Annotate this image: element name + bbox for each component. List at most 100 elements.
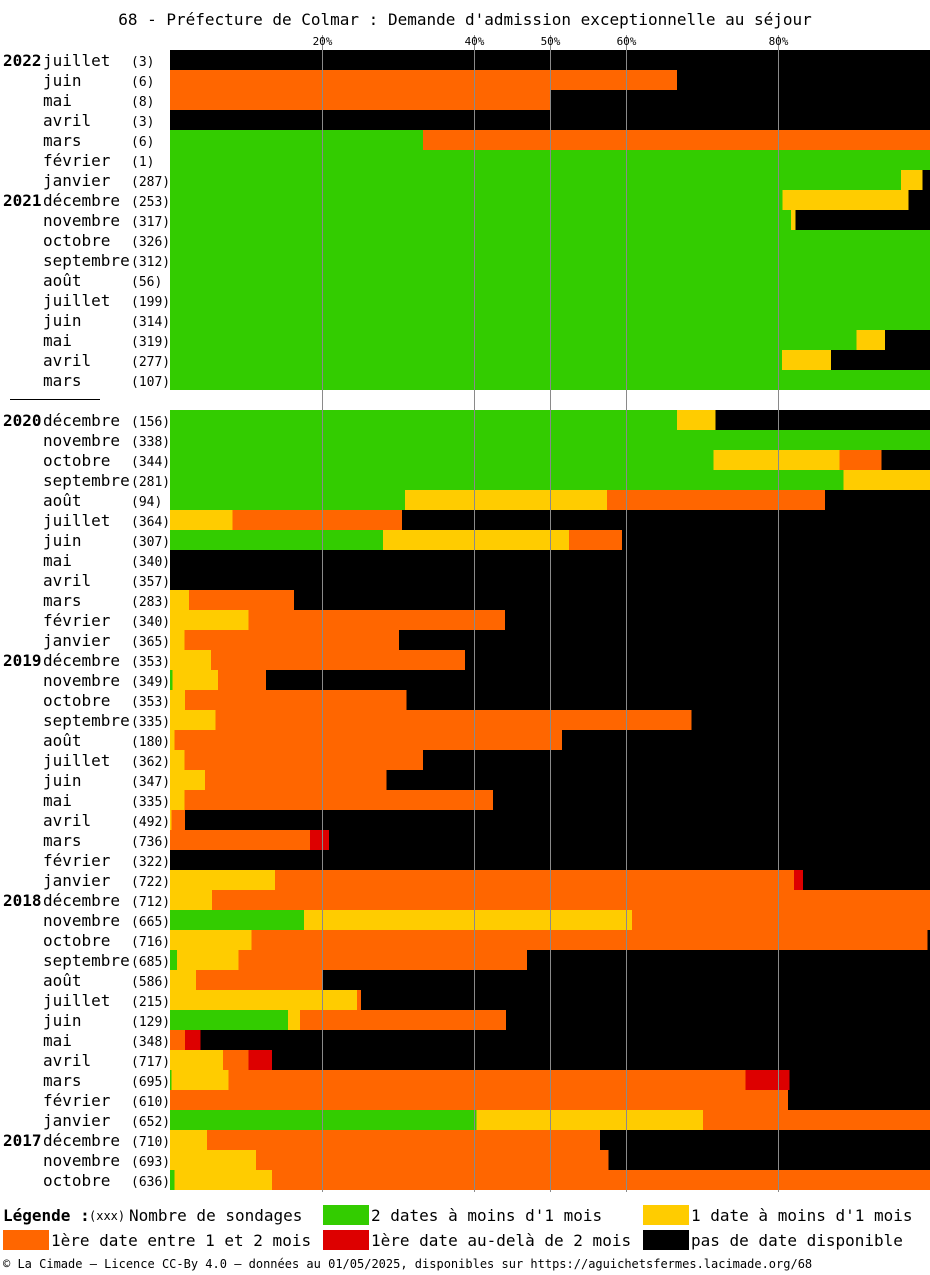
- month-label: janvier: [43, 1111, 111, 1130]
- bar-segment-yellow: [170, 770, 205, 790]
- bar-segment-yellow: [303, 910, 633, 930]
- count-label: (736): [131, 835, 170, 850]
- month-label: avril: [43, 351, 91, 370]
- bar-segment-green: [170, 1010, 288, 1030]
- bar-segment-yellow: [170, 870, 275, 890]
- bar-segment-green: [170, 470, 844, 490]
- bar-segment-black: [622, 530, 930, 550]
- bar-segment-black: [881, 450, 930, 470]
- bar-segment-black: [401, 510, 930, 530]
- bar-segment-green: [170, 130, 424, 150]
- month-label: juillet: [43, 51, 110, 70]
- bar-segment-yellow: [170, 930, 252, 950]
- count-label: (362): [131, 755, 170, 770]
- bar-segment-orange: [569, 530, 623, 550]
- count-label: (353): [131, 695, 170, 710]
- month-label: octobre: [43, 231, 110, 250]
- count-label: (319): [131, 335, 170, 350]
- month-label: février: [43, 611, 111, 630]
- month-label: novembre: [43, 211, 120, 230]
- bar-segment-black: [908, 190, 930, 210]
- legend-label-red: 1ère date au-delà de 2 mois: [371, 1231, 632, 1250]
- bar-segment-orange: [274, 870, 794, 890]
- count-label: (716): [131, 935, 170, 950]
- bar-segment-green: [170, 350, 782, 370]
- month-label: mai: [43, 331, 72, 350]
- bar-segment-black: [550, 90, 930, 110]
- bar-segment-yellow: [782, 190, 909, 210]
- count-label: (253): [131, 195, 170, 210]
- month-label: mars: [43, 591, 82, 610]
- row-labels-group: 2022 juillet (3)juin (6)mai (8)avril (3)mars(…: [3, 51, 170, 1190]
- bar-segment-orange: [215, 710, 692, 730]
- month-label: juillet: [43, 511, 110, 530]
- bar-segment-orange: [228, 1070, 746, 1090]
- bar-segment-orange: [223, 1050, 249, 1070]
- month-label: octobre: [43, 931, 110, 950]
- count-label: (636): [131, 1175, 170, 1190]
- month-label: novembre: [43, 911, 120, 930]
- count-label: (283): [131, 595, 170, 610]
- bar-segment-yellow: [476, 1110, 703, 1130]
- count-label: (348): [131, 1035, 170, 1050]
- bar-segment-orange: [632, 910, 930, 930]
- x-tick-label: 80%: [769, 35, 789, 48]
- bar-segment-black: [423, 750, 930, 770]
- bar-segment-yellow: [843, 470, 930, 490]
- year-label: 2020: [3, 411, 42, 430]
- count-label: (312): [131, 255, 170, 270]
- count-label: (695): [131, 1075, 170, 1090]
- bar-segment-black: [505, 1010, 930, 1030]
- month-label: décembre: [43, 891, 120, 910]
- month-label: juin: [43, 71, 82, 90]
- year-label: 2021: [3, 191, 42, 210]
- bar-segment-black: [795, 210, 930, 230]
- bar-segment-black: [789, 1070, 930, 1090]
- count-label: (317): [131, 215, 170, 230]
- count-label: (357): [131, 575, 170, 590]
- month-label: février: [43, 851, 111, 870]
- bar-segment-yellow: [170, 690, 186, 710]
- x-ticks-group: 20% 40% 50% 60% 80%: [313, 35, 789, 48]
- bar-segment-orange: [204, 770, 387, 790]
- bar-segment-orange: [189, 590, 294, 610]
- count-label: (6): [131, 75, 154, 90]
- year-label: 2017: [3, 1131, 42, 1150]
- bar-segment-black: [608, 1150, 930, 1170]
- bar-segment-yellow: [170, 590, 189, 610]
- stacked-bar-chart: 68 - Préfecture de Colmar : Demande d'ad…: [3, 10, 930, 1192]
- bar-segment-green: [170, 410, 677, 430]
- bar-segment-yellow: [170, 630, 185, 650]
- month-label: décembre: [43, 191, 120, 210]
- month-label: octobre: [43, 451, 110, 470]
- year-label: 2018: [3, 891, 42, 910]
- bar-segment-yellow: [176, 950, 239, 970]
- bar-segment-yellow: [170, 610, 249, 630]
- bar-segment-orange: [185, 690, 407, 710]
- count-label: (710): [131, 1135, 170, 1150]
- bar-segment-yellow: [170, 710, 216, 730]
- year-label: 2019: [3, 651, 42, 670]
- bar-segment-yellow: [287, 1010, 300, 1030]
- month-label: juin: [43, 1011, 82, 1030]
- count-label: (652): [131, 1115, 170, 1130]
- bar-segment-orange: [839, 450, 882, 470]
- bar-segment-yellow: [170, 750, 185, 770]
- count-label: (94): [131, 495, 162, 510]
- bar-segment-yellow: [170, 990, 357, 1010]
- bar-segment-black: [787, 1090, 930, 1110]
- bar-segment-green: [170, 670, 173, 690]
- count-label: (314): [131, 315, 170, 330]
- x-tick-label: 20%: [313, 35, 333, 48]
- month-label: avril: [43, 111, 91, 130]
- month-label: décembre: [43, 651, 120, 670]
- count-label: (107): [131, 375, 170, 390]
- gridlines-group: [322, 35, 779, 1192]
- bar-segment-black: [386, 770, 930, 790]
- bar-segment-yellow: [171, 1070, 229, 1090]
- bar-segment-orange: [211, 890, 930, 910]
- bar-segment-green: [170, 1170, 175, 1190]
- bar-segment-yellow: [676, 410, 716, 430]
- legend-swatch-yellow: [643, 1205, 689, 1225]
- bar-segment-black: [527, 950, 930, 970]
